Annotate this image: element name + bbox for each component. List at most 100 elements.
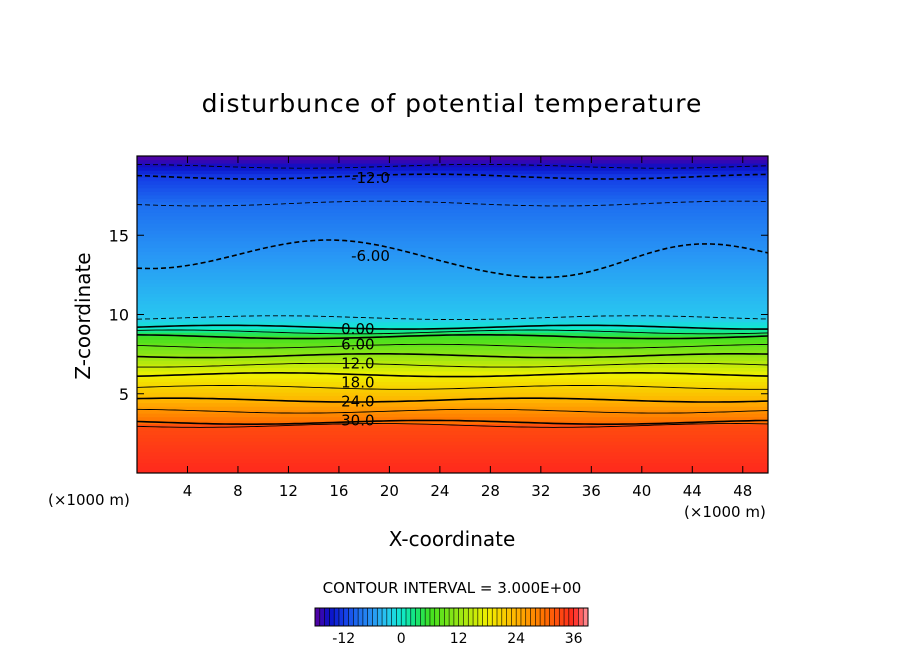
colorbar-cell xyxy=(329,608,335,626)
field-band xyxy=(137,314,768,319)
contour-label: -12.0 xyxy=(351,169,390,187)
field-band xyxy=(137,173,768,178)
field-band xyxy=(137,310,768,316)
field-band xyxy=(137,307,768,312)
colorbar-cell xyxy=(497,608,503,626)
field-band xyxy=(137,233,768,238)
x-unit-left: (×1000 m) xyxy=(48,491,130,509)
field-band xyxy=(137,339,768,344)
field-band xyxy=(137,346,768,351)
field-band xyxy=(137,303,768,309)
field-band xyxy=(137,187,768,192)
colorbar-cell xyxy=(544,608,551,626)
colorbar-cell xyxy=(501,608,507,626)
colorbar-cell xyxy=(406,608,412,626)
colorbar-tick-label: 36 xyxy=(565,631,583,647)
field-band xyxy=(137,215,768,220)
colorbar-cell xyxy=(578,608,584,626)
colorbar-cell xyxy=(468,608,474,626)
field-band xyxy=(137,409,768,414)
field-band xyxy=(137,286,768,291)
contour-line xyxy=(137,343,768,349)
contour-line xyxy=(137,239,768,279)
x-tick-label: 16 xyxy=(329,482,348,500)
colorbar-cell xyxy=(367,608,373,626)
x-tick-label: 4 xyxy=(183,482,193,500)
colorbar-cell xyxy=(439,608,445,626)
x-tick-label: 48 xyxy=(733,482,752,500)
contour-line xyxy=(137,408,768,414)
colorbar-cell xyxy=(377,608,383,626)
contour-label: 12.0 xyxy=(341,355,374,373)
colorbar-cell xyxy=(334,608,340,626)
x-tick-label: 12 xyxy=(279,482,298,500)
field-band xyxy=(137,254,768,259)
field-band xyxy=(137,205,768,210)
contour-line xyxy=(137,334,768,340)
colorbar-cell xyxy=(492,608,498,626)
colorbar-cell xyxy=(554,608,560,626)
field-band xyxy=(137,258,768,263)
field-band xyxy=(137,226,768,231)
contour-line xyxy=(137,419,768,425)
contour-line xyxy=(137,324,768,330)
x-axis-label: X-coordinate xyxy=(389,527,516,551)
colorbar-cell xyxy=(425,608,431,626)
colorbar-cell xyxy=(353,608,359,626)
field-band xyxy=(137,395,768,400)
field-band xyxy=(137,377,768,383)
field-band xyxy=(137,184,768,189)
field-band xyxy=(137,219,768,224)
colorbar-cell xyxy=(568,608,575,626)
field-band xyxy=(137,170,768,175)
colorbar xyxy=(314,607,589,627)
colorbar-tick-label: -12 xyxy=(332,631,355,647)
field-band xyxy=(137,240,768,245)
field-band xyxy=(137,462,768,467)
colorbar-cell xyxy=(429,608,436,626)
x-tick-label: 28 xyxy=(481,482,500,500)
field-band xyxy=(137,381,768,386)
field-band xyxy=(137,279,768,284)
field-band xyxy=(137,177,768,182)
colorbar-cell xyxy=(386,608,393,626)
colorbar-cell xyxy=(473,608,479,626)
contour-line xyxy=(137,315,768,321)
field-band xyxy=(137,448,768,453)
field-band xyxy=(137,251,768,256)
field-band xyxy=(137,434,768,439)
field-band xyxy=(137,349,768,354)
colorbar-cell xyxy=(564,608,570,626)
field-band xyxy=(137,275,768,280)
contour-line xyxy=(137,353,768,359)
colorbar-cell xyxy=(583,608,589,626)
contour-line xyxy=(137,397,768,403)
colorbar-cell xyxy=(434,608,440,626)
field-band xyxy=(137,247,768,252)
y-tick-label: 5 xyxy=(119,385,129,404)
colorbar-cell xyxy=(382,608,388,626)
colorbar-cell xyxy=(444,608,450,626)
field-band xyxy=(137,455,768,460)
field-band xyxy=(137,198,768,203)
colorbar-cell xyxy=(573,608,579,626)
field-band xyxy=(137,201,768,206)
x-tick-label: 8 xyxy=(233,482,243,500)
field-band xyxy=(137,423,768,428)
colorbar-cell xyxy=(549,608,555,626)
contour-line xyxy=(137,423,768,428)
field-band xyxy=(137,212,768,217)
x-tick-label: 40 xyxy=(632,482,651,500)
y-axis-label: Z-coordinate xyxy=(71,252,95,379)
contour-line xyxy=(137,362,768,368)
colorbar-tick-label: 12 xyxy=(450,631,468,647)
field-band xyxy=(137,360,768,365)
field-band xyxy=(137,420,768,425)
contour-lines xyxy=(137,163,768,428)
colorbar-cell xyxy=(410,608,416,626)
field-band xyxy=(137,222,768,228)
field-band xyxy=(137,244,768,249)
field-band xyxy=(137,388,768,393)
